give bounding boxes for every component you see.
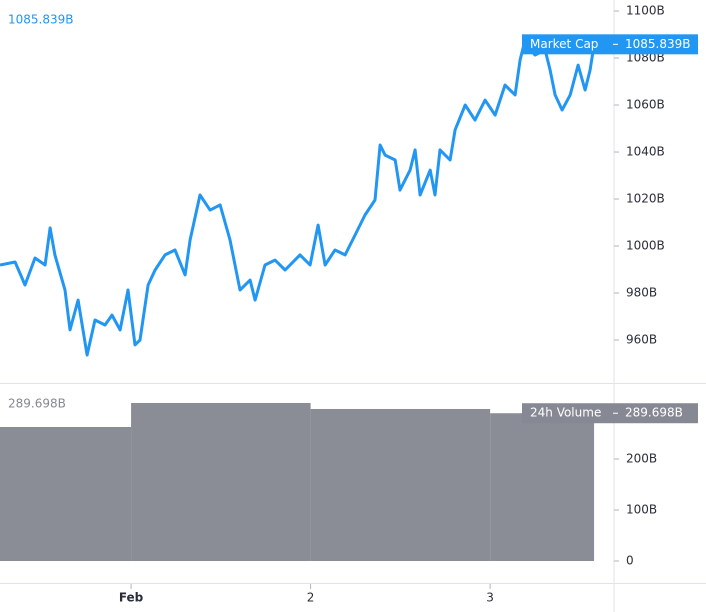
y-tick-label: 960B xyxy=(626,333,657,347)
x-tick-label: Feb xyxy=(119,591,144,605)
badge-value: 1085.839B xyxy=(625,37,691,51)
y-tick-label: 0 xyxy=(626,554,634,568)
volume-bar xyxy=(310,408,491,562)
x-tick-label: 3 xyxy=(486,591,494,605)
y-tick-label: 1020B xyxy=(626,192,665,206)
volume-bar xyxy=(0,427,132,562)
y-tick-label: 1100B xyxy=(626,4,665,18)
y-tick-label: 1060B xyxy=(626,98,665,112)
y-tick-label: 980B xyxy=(626,286,657,300)
x-tick-label: 2 xyxy=(307,591,315,605)
last-value-badge xyxy=(522,34,698,55)
last-value-label: 1085.839B xyxy=(8,13,74,27)
volume-bar xyxy=(131,402,311,562)
badge-series-name: 24h Volume xyxy=(530,406,601,420)
y-tick-label: 1000B xyxy=(626,239,665,253)
badge-value: 289.698B xyxy=(625,406,683,420)
badge-series-name: Market Cap xyxy=(530,37,598,51)
y-tick-label: 200B xyxy=(626,451,657,465)
last-value-badge xyxy=(522,403,698,424)
market-cap-line xyxy=(0,38,596,357)
y-tick-label: 1040B xyxy=(626,145,665,159)
last-value-label: 289.698B xyxy=(8,397,66,411)
volume-bar xyxy=(490,413,595,562)
y-tick-label: 100B xyxy=(626,503,657,517)
market-cap-pane: 960B980B1000B1020B1040B1060B1080B1100B10… xyxy=(0,4,698,357)
volume-pane: 0 100B 200B Feb 2 3 289.698B 24h Volume 289.698B xyxy=(0,397,698,605)
